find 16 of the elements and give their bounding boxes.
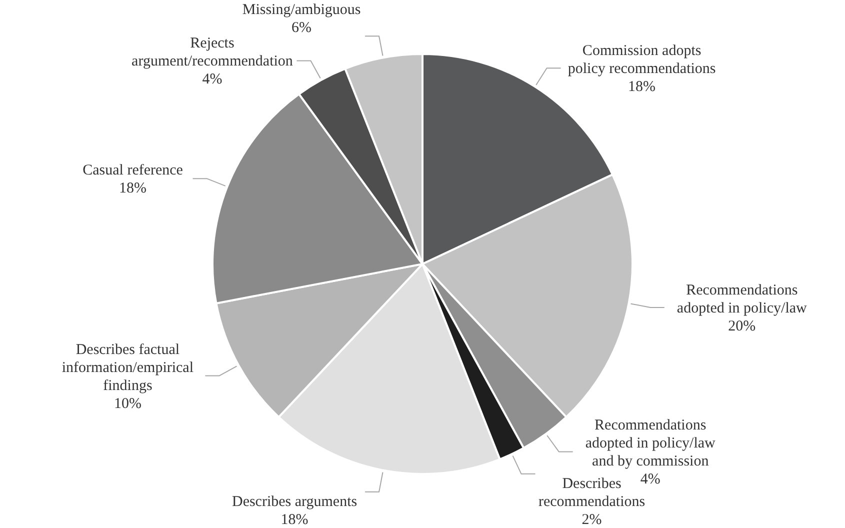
data-label: 20%	[728, 318, 756, 334]
data-label: 18%	[119, 180, 147, 197]
data-label: 18%	[628, 79, 656, 96]
slice-label: Commission adopts policy recommendations	[568, 43, 716, 78]
slice-label: Describes arguments	[232, 494, 358, 510]
slice-label: Rejects argument/recommendation	[132, 36, 294, 70]
data-label: 18%	[280, 512, 308, 528]
slice-label: Missing/ambiguous	[242, 2, 361, 18]
data-label: 6%	[292, 20, 312, 36]
slice-label: Recommendations adopted in policy/law	[676, 282, 808, 316]
slice-label: Describes factual information/empirical findings	[62, 342, 194, 394]
data-label: 2%	[582, 512, 602, 528]
data-label: 4%	[202, 72, 222, 88]
data-label: 10%	[114, 396, 142, 412]
slice-label: Casual reference	[82, 162, 184, 179]
slice-label: Recommendations adopted in policy/law and by commission	[585, 418, 716, 470]
